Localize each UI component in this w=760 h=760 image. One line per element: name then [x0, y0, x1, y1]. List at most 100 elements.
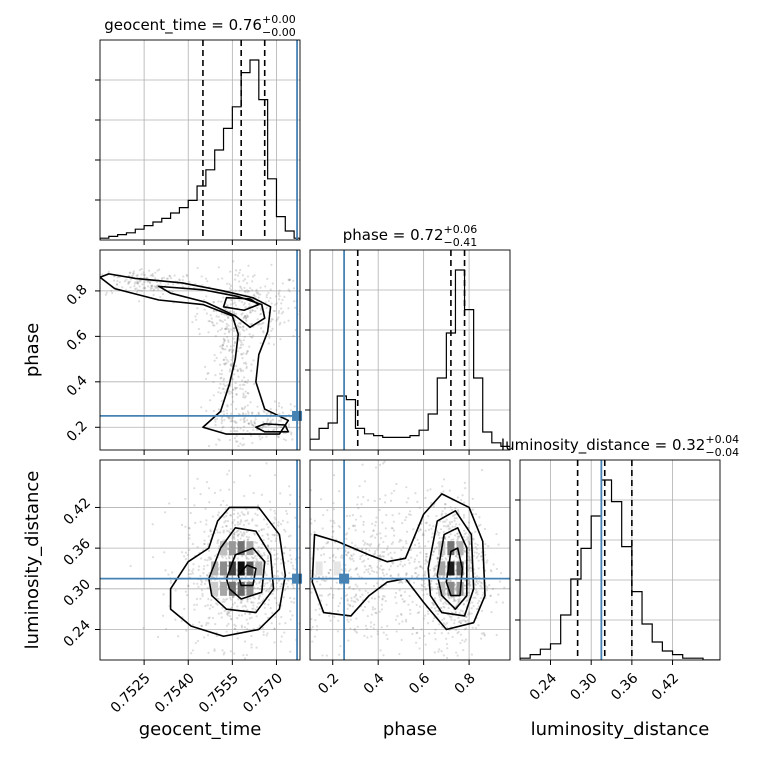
- sample-point: [169, 581, 172, 585]
- sample-point: [319, 498, 323, 501]
- sample-point: [276, 318, 279, 321]
- sample-point: [229, 596, 232, 599]
- contour-line: [222, 296, 260, 312]
- sample-point: [236, 368, 239, 371]
- sample-point: [468, 548, 471, 552]
- sample-point: [244, 405, 247, 408]
- sample-point: [207, 445, 211, 448]
- sample-point: [225, 362, 228, 365]
- density-cell: [237, 541, 245, 556]
- sample-point: [258, 588, 262, 591]
- sample-point: [220, 418, 223, 421]
- sample-point: [461, 494, 464, 497]
- sample-point: [284, 588, 287, 592]
- sample-point: [112, 275, 116, 278]
- sample-point: [107, 270, 110, 274]
- sample-point: [294, 568, 297, 571]
- sample-point: [189, 572, 192, 576]
- sample-point: [468, 555, 471, 558]
- sample-point: [457, 600, 460, 604]
- sample-point: [453, 622, 456, 625]
- sample-point: [267, 590, 270, 593]
- sample-point: [358, 484, 361, 488]
- sample-point: [292, 334, 295, 338]
- sample-point: [378, 559, 381, 562]
- sample-point: [262, 420, 265, 424]
- sample-point: [475, 556, 478, 560]
- sample-point: [233, 368, 236, 371]
- sample-point: [477, 624, 480, 627]
- sample-point: [93, 280, 95, 282]
- sample-point: [187, 584, 190, 588]
- sample-point: [240, 353, 243, 356]
- sample-point: [195, 603, 198, 606]
- sample-point: [318, 613, 321, 616]
- sample-point: [449, 533, 452, 536]
- sample-point: [380, 564, 383, 567]
- sample-point: [227, 416, 230, 419]
- sample-point: [174, 618, 177, 621]
- sample-point: [135, 274, 138, 277]
- sample-point: [460, 555, 463, 558]
- sample-point: [478, 516, 481, 519]
- sample-point: [391, 514, 394, 517]
- sample-point: [261, 322, 264, 325]
- sample-point: [261, 547, 264, 550]
- sample-point: [233, 534, 236, 537]
- sample-point: [251, 663, 253, 665]
- sample-point: [457, 535, 460, 539]
- sample-point: [424, 559, 427, 562]
- sample-point: [363, 480, 367, 483]
- sample-point: [447, 524, 450, 527]
- scatter-panel-phase-vs-luminosity-distance-grid: [310, 460, 510, 660]
- sample-point: [426, 610, 430, 613]
- sample-point: [453, 519, 456, 522]
- sample-point: [219, 377, 222, 380]
- sample-point: [438, 536, 441, 540]
- sample-point: [287, 279, 291, 282]
- sample-point: [226, 612, 229, 615]
- sample-point: [284, 546, 287, 549]
- sample-point: [225, 322, 228, 326]
- sample-point: [205, 312, 208, 315]
- sample-point: [436, 531, 439, 534]
- sample-point: [498, 580, 502, 583]
- sample-point: [234, 387, 237, 390]
- sample-point: [285, 582, 288, 585]
- sample-point: [226, 404, 229, 407]
- sample-point: [463, 550, 467, 553]
- sample-point: [225, 534, 227, 536]
- sample-point: [250, 419, 253, 423]
- sample-point: [303, 418, 305, 420]
- sample-point: [231, 392, 234, 395]
- sample-point: [325, 654, 328, 657]
- sample-point: [247, 422, 250, 425]
- sample-point: [322, 311, 324, 313]
- sample-point: [232, 595, 235, 598]
- sample-point: [197, 585, 200, 588]
- sample-point: [280, 302, 283, 305]
- sample-point: [470, 653, 473, 656]
- sample-point: [230, 358, 233, 361]
- sample-point: [292, 567, 295, 570]
- sample-point: [222, 377, 226, 380]
- sample-point: [245, 319, 248, 322]
- sample-point: [471, 626, 474, 629]
- sample-point: [238, 522, 242, 525]
- sample-point: [242, 396, 245, 399]
- sample-point: [477, 559, 480, 562]
- sample-point: [254, 608, 257, 611]
- sample-point: [205, 409, 208, 413]
- sample-point: [224, 348, 227, 351]
- sample-point: [236, 534, 240, 538]
- sample-point: [256, 508, 259, 511]
- title-luminosity-distance: luminosity_distance = 0.32+0.04 −0.04: [501, 433, 739, 459]
- sample-point: [331, 530, 334, 533]
- sample-point: [233, 437, 237, 440]
- sample-point: [381, 568, 384, 572]
- sample-point: [467, 540, 470, 543]
- sample-point: [256, 306, 259, 310]
- y-tick-label: 0.4: [64, 372, 91, 399]
- sample-point: [419, 528, 422, 531]
- sample-point: [284, 439, 288, 442]
